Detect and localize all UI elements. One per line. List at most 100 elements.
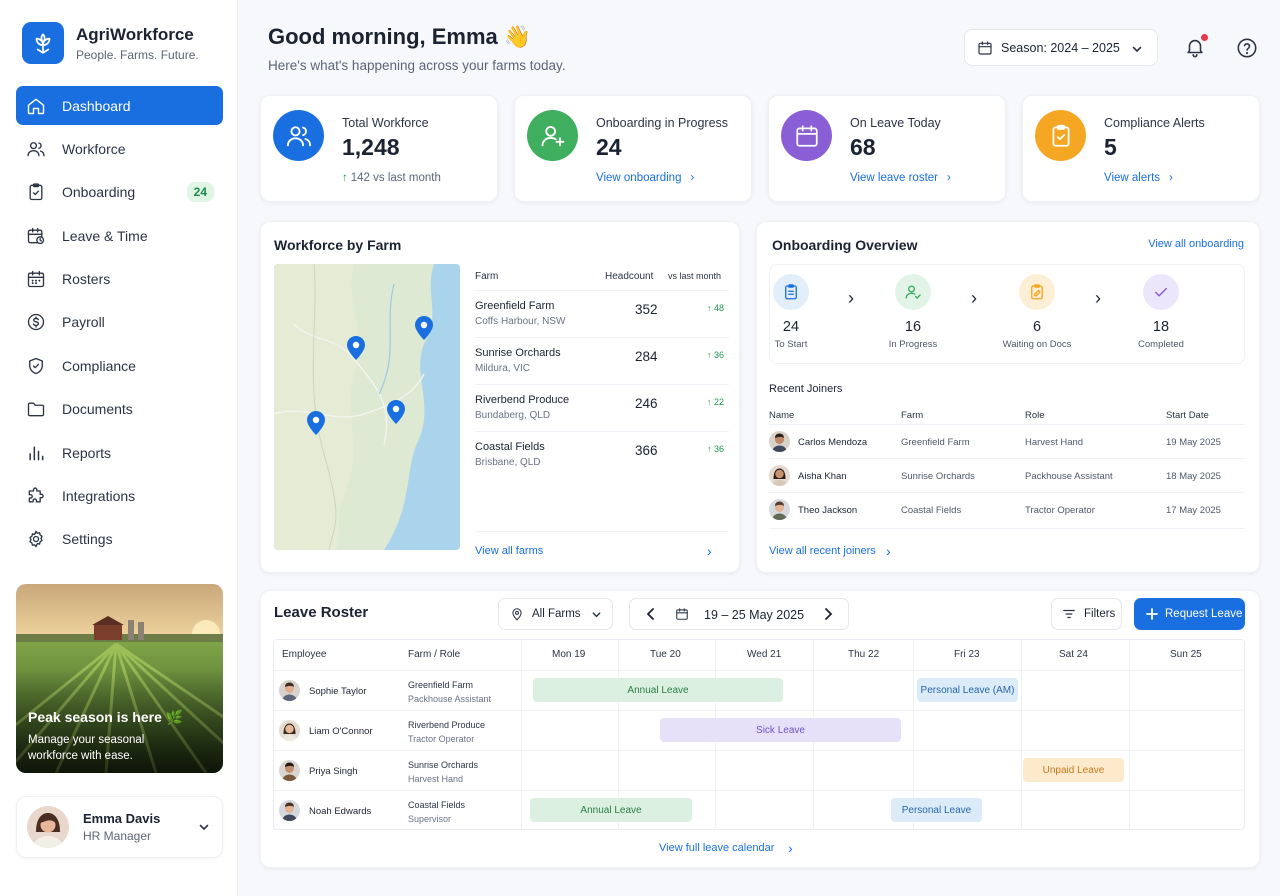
view-alerts-link[interactable]: View alerts › xyxy=(1104,172,1173,184)
check-icon xyxy=(1143,274,1179,310)
farm-row[interactable]: Sunrise Orchards Mildura, VIC 284 ↑ 36 xyxy=(475,339,729,385)
column-header-day: Wed 21 xyxy=(747,649,782,660)
joiner-row[interactable]: Carlos Mendoza Greenfield Farm Harvest H… xyxy=(769,424,1245,458)
farm-filter-label: All Farms xyxy=(532,608,581,620)
leave-pill-annual[interactable]: Annual Leave xyxy=(533,678,783,702)
nav-item-workforce[interactable]: Workforce xyxy=(16,129,223,168)
employee-name[interactable]: Noah Edwards xyxy=(309,806,372,817)
stage-to-start[interactable]: 24 To Start xyxy=(746,274,836,350)
stat-card-onboarding[interactable]: Onboarding in Progress 24 View onboardin… xyxy=(514,95,752,202)
employee-name[interactable]: Liam O'Connor xyxy=(309,726,373,737)
document-edit-icon xyxy=(1019,274,1055,310)
chevron-right-icon[interactable] xyxy=(822,607,834,621)
column-header-day: Sat 24 xyxy=(1059,649,1088,660)
farm-row[interactable]: Coastal Fields Brisbane, QLD 366 ↑ 36 xyxy=(475,433,729,479)
request-leave-label: Request Leave xyxy=(1165,608,1243,620)
view-full-leave-calendar-link[interactable]: View full leave calendar xyxy=(659,842,775,854)
chevron-right-icon: › xyxy=(1095,288,1101,308)
onboarding-count-badge: 24 xyxy=(186,182,214,203)
joiner-name: Carlos Mendoza xyxy=(798,437,868,448)
map-pin-icon[interactable] xyxy=(387,400,405,424)
date-range-navigator: 19 – 25 May 2025 xyxy=(629,598,849,630)
nav-item-compliance[interactable]: Compliance xyxy=(16,346,223,385)
joiner-start-date: 19 May 2025 xyxy=(1166,437,1221,448)
view-all-farms-link[interactable]: View all farms xyxy=(475,545,544,557)
nav-label: Leave & Time xyxy=(62,227,148,244)
employee-farm: Riverbend Produce xyxy=(408,720,486,730)
joiner-row[interactable]: Aisha Khan Sunrise Orchards Packhouse As… xyxy=(769,458,1245,492)
joiner-row[interactable]: Theo Jackson Coastal Fields Tractor Oper… xyxy=(769,492,1245,526)
nav-label: Documents xyxy=(62,401,133,418)
brand[interactable]: AgriWorkforce People. Farms. Future. xyxy=(22,22,199,64)
user-plus-icon xyxy=(527,110,578,161)
plus-icon xyxy=(1146,608,1158,620)
farm-map[interactable] xyxy=(274,264,460,550)
map-pin-icon[interactable] xyxy=(347,336,365,360)
nav-item-reports[interactable]: Reports xyxy=(16,433,223,472)
stat-value: 24 xyxy=(596,134,622,160)
chevron-left-icon[interactable] xyxy=(645,607,657,621)
nav-item-documents[interactable]: Documents xyxy=(16,390,223,429)
avatar xyxy=(279,760,300,781)
calendar-icon xyxy=(977,40,993,56)
employee-role: Tractor Operator xyxy=(408,734,475,744)
farm-filter-dropdown[interactable]: All Farms xyxy=(498,598,613,630)
farm-location: Mildura, VIC xyxy=(475,363,531,374)
stat-label: On Leave Today xyxy=(850,116,941,130)
nav-item-onboarding[interactable]: Onboarding 24 xyxy=(16,173,223,212)
chevron-right-icon: › xyxy=(947,172,951,184)
farm-headcount: 352 xyxy=(635,302,658,317)
filters-label: Filters xyxy=(1084,608,1116,620)
leave-pill-sick[interactable]: Sick Leave xyxy=(660,718,901,742)
view-all-onboarding-link[interactable]: View all onboarding xyxy=(1148,238,1244,250)
view-all-recent-joiners-link[interactable]: View all recent joiners xyxy=(769,545,876,557)
chevron-down-icon[interactable] xyxy=(198,821,210,833)
employee-role: Packhouse Assistant xyxy=(408,694,492,704)
nav-item-dashboard[interactable]: Dashboard xyxy=(16,86,223,125)
bell-icon[interactable] xyxy=(1184,36,1206,58)
nav-item-settings[interactable]: Settings xyxy=(16,520,223,559)
leaf-logo-icon xyxy=(22,22,64,64)
clipboard-icon xyxy=(26,182,46,202)
request-leave-button[interactable]: Request Leave xyxy=(1134,598,1245,630)
season-selector[interactable]: Season: 2024 – 2025 xyxy=(964,29,1158,66)
avatar xyxy=(769,431,790,452)
chevron-right-icon[interactable]: › xyxy=(707,543,712,559)
leave-pill-unpaid[interactable]: Unpaid Leave xyxy=(1023,758,1124,782)
chevron-right-icon[interactable]: › xyxy=(886,543,891,559)
farm-row[interactable]: Greenfield Farm Coffs Harbour, NSW 352 ↑… xyxy=(475,292,729,338)
leave-pill-personal[interactable]: Personal Leave (AM) xyxy=(917,678,1018,702)
help-icon[interactable] xyxy=(1236,37,1258,59)
nav-item-rosters[interactable]: Rosters xyxy=(16,260,223,299)
employee-name[interactable]: Sophie Taylor xyxy=(309,686,367,697)
leave-pill-personal[interactable]: Personal Leave xyxy=(891,798,982,822)
farm-row[interactable]: Riverbend Produce Bundaberg, QLD 246 ↑ 2… xyxy=(475,386,729,432)
leave-pill-annual[interactable]: Annual Leave xyxy=(530,798,692,822)
avatar xyxy=(279,720,300,741)
stage-waiting-on-docs[interactable]: 6 Waiting on Docs xyxy=(992,274,1082,350)
stage-completed[interactable]: 18 Completed xyxy=(1116,274,1206,350)
nav-item-leave-time[interactable]: Leave & Time xyxy=(16,216,223,255)
users-icon xyxy=(273,110,324,161)
stat-card-on-leave[interactable]: On Leave Today 68 View leave roster › xyxy=(768,95,1006,202)
view-onboarding-link[interactable]: View onboarding › xyxy=(596,172,694,184)
date-range-label[interactable]: 19 – 25 May 2025 xyxy=(704,608,805,622)
column-header-day: Fri 23 xyxy=(954,649,980,660)
filters-button[interactable]: Filters xyxy=(1051,598,1122,630)
nav-item-integrations[interactable]: Integrations xyxy=(16,477,223,516)
divider xyxy=(475,290,729,291)
promo-card[interactable]: Peak season is here 🌿 Manage your season… xyxy=(16,584,223,773)
user-profile-menu[interactable]: Emma Davis HR Manager xyxy=(16,796,223,858)
stat-card-compliance-alerts[interactable]: Compliance Alerts 5 View alerts › xyxy=(1022,95,1260,202)
map-pin-icon[interactable] xyxy=(307,411,325,435)
employee-name[interactable]: Priya Singh xyxy=(309,766,358,777)
nav-item-payroll[interactable]: Payroll xyxy=(16,303,223,342)
map-pin-icon[interactable] xyxy=(415,316,433,340)
view-leave-roster-link[interactable]: View leave roster › xyxy=(850,172,951,184)
notification-dot xyxy=(1201,34,1208,41)
stat-card-total-workforce[interactable]: Total Workforce 1,248 ↑ 142 vs last month xyxy=(260,95,498,202)
users-icon xyxy=(26,139,46,159)
chevron-right-icon[interactable]: › xyxy=(788,840,793,856)
stage-in-progress[interactable]: 16 In Progress xyxy=(868,274,958,350)
nav-label: Workforce xyxy=(62,140,126,157)
